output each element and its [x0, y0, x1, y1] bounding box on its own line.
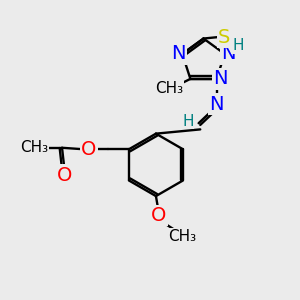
Text: CH₃: CH₃: [20, 140, 48, 155]
Text: O: O: [57, 166, 72, 184]
Text: H: H: [182, 114, 194, 129]
Text: O: O: [151, 206, 166, 225]
Text: CH₃: CH₃: [154, 81, 183, 96]
Text: N: N: [213, 69, 227, 88]
Text: N: N: [221, 44, 236, 63]
Text: N: N: [209, 94, 224, 114]
Text: O: O: [81, 140, 97, 159]
Text: H: H: [232, 38, 244, 53]
Text: S: S: [218, 28, 230, 46]
Text: CH₃: CH₃: [168, 229, 196, 244]
Text: N: N: [172, 44, 186, 63]
